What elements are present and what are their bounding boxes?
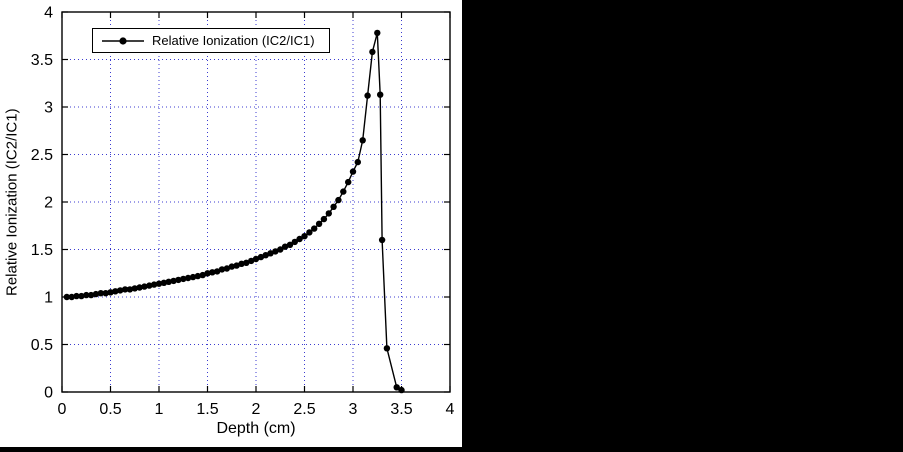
legend-label: Relative Ionization (IC2/IC1) bbox=[152, 33, 315, 48]
svg-text:2.5: 2.5 bbox=[31, 147, 53, 164]
gridlines bbox=[62, 12, 450, 392]
svg-text:0.5: 0.5 bbox=[99, 401, 121, 418]
svg-text:2.5: 2.5 bbox=[293, 401, 315, 418]
svg-text:2: 2 bbox=[44, 195, 53, 212]
svg-text:0.5: 0.5 bbox=[31, 337, 53, 354]
svg-text:4: 4 bbox=[44, 5, 53, 22]
svg-text:0: 0 bbox=[44, 385, 53, 402]
svg-text:3: 3 bbox=[44, 100, 53, 117]
x-axis-label: Depth (cm) bbox=[216, 420, 296, 437]
svg-text:1.5: 1.5 bbox=[196, 401, 218, 418]
tick-marks bbox=[61, 11, 451, 393]
tick-labels: 0 0.5 1 1.5 2 2.5 3 3.5 4 0 0.5 1 1.5 2 2.5 3 3.5 4 bbox=[31, 5, 455, 419]
chart-panel: 0 0.5 1 1.5 2 2.5 3 3.5 4 0 0.5 1 1.5 2 2.5 3 3.5 4 Relat… bbox=[0, 0, 462, 447]
y-axis-label: Relative Ionization (IC2/IC1) bbox=[3, 108, 21, 296]
black-panel bbox=[462, 0, 903, 447]
svg-text:1: 1 bbox=[155, 401, 164, 418]
svg-text:3: 3 bbox=[349, 401, 358, 418]
plot-svg: 0 0.5 1 1.5 2 2.5 3 3.5 4 0 0.5 1 1.5 2 2.5 3 3.5 4 bbox=[31, 5, 455, 419]
svg-text:3.5: 3.5 bbox=[31, 52, 53, 69]
legend-marker-icon bbox=[102, 36, 144, 45]
series-line bbox=[66, 32, 402, 391]
svg-text:4: 4 bbox=[446, 401, 455, 418]
svg-text:0: 0 bbox=[58, 401, 67, 418]
series-markers bbox=[63, 29, 405, 394]
svg-text:1: 1 bbox=[44, 290, 53, 307]
svg-text:3.5: 3.5 bbox=[390, 401, 412, 418]
svg-text:2: 2 bbox=[252, 401, 261, 418]
legend: Relative Ionization (IC2/IC1) bbox=[92, 28, 330, 53]
svg-text:1.5: 1.5 bbox=[31, 242, 53, 259]
